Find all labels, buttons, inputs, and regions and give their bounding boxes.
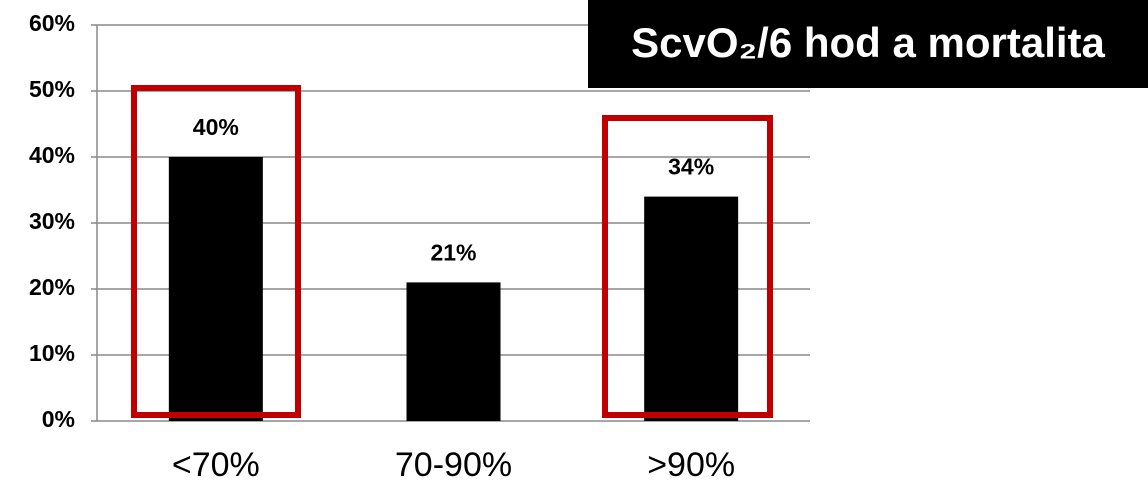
title-box — [588, 0, 1148, 88]
y-tick-label: 0% — [42, 406, 75, 432]
y-tick-label: 60% — [29, 10, 75, 36]
chart-title: ScvO₂/6 hod a mortalita — [631, 19, 1105, 66]
plot-area: 0% 10% 20% 30% 40% 50% 60% <70% 40% 70-90% 21% >90%… — [29, 10, 810, 484]
data-label: 40% — [193, 114, 239, 140]
highlight-box — [602, 115, 773, 418]
y-tick-label: 20% — [29, 274, 75, 300]
x-tick-label: >90% — [647, 446, 735, 484]
data-label: 21% — [430, 239, 476, 265]
highlight-box — [131, 85, 301, 418]
y-tick-label: 40% — [29, 142, 75, 168]
y-tick-label: 50% — [29, 76, 75, 102]
bar — [644, 196, 739, 421]
x-tick-label: 70-90% — [395, 446, 512, 484]
y-tick-label: 30% — [29, 208, 75, 234]
y-tick-label: 10% — [29, 340, 75, 366]
bar — [406, 282, 501, 421]
bar — [168, 157, 263, 421]
x-tick-label: <70% — [172, 446, 260, 484]
data-label: 34% — [668, 154, 714, 180]
